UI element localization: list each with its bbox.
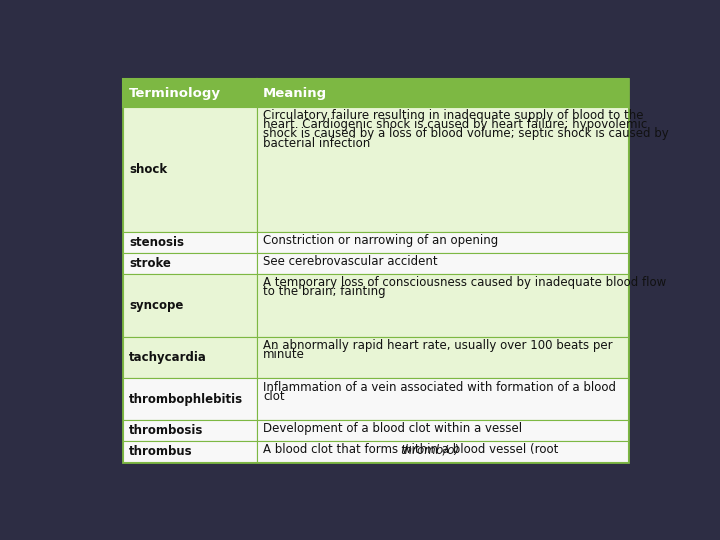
- Bar: [257, 336, 629, 379]
- Bar: [124, 420, 257, 441]
- Text: syncope: syncope: [129, 299, 184, 312]
- Text: clot: clot: [263, 390, 284, 403]
- Bar: [124, 232, 257, 253]
- Text: Development of a blood clot within a vessel: Development of a blood clot within a ves…: [263, 422, 522, 435]
- Bar: [124, 336, 257, 379]
- Text: thrombophlebitis: thrombophlebitis: [129, 393, 243, 406]
- Bar: [257, 253, 629, 274]
- Bar: [124, 379, 257, 420]
- Text: minute: minute: [263, 348, 305, 361]
- Bar: [257, 79, 629, 107]
- Text: stenosis: stenosis: [129, 236, 184, 249]
- Bar: [257, 232, 629, 253]
- Bar: [257, 379, 629, 420]
- Text: shock: shock: [129, 163, 167, 176]
- Text: heart. Cardiogenic shock is caused by heart failure; hypovolemic: heart. Cardiogenic shock is caused by he…: [263, 118, 647, 131]
- Text: Terminology: Terminology: [129, 86, 221, 99]
- Text: to the brain; fainting: to the brain; fainting: [263, 285, 385, 298]
- Text: thrombosis: thrombosis: [129, 424, 204, 437]
- Text: See cerebrovascular accident: See cerebrovascular accident: [263, 255, 438, 268]
- Bar: [124, 107, 257, 232]
- Text: A blood clot that forms within a blood vessel (root: A blood clot that forms within a blood v…: [263, 443, 562, 456]
- Text: thrombus: thrombus: [129, 445, 193, 458]
- Bar: [257, 107, 629, 232]
- Bar: [124, 79, 257, 107]
- Text: shock is caused by a loss of blood volume; septic shock is caused by: shock is caused by a loss of blood volum…: [263, 127, 669, 140]
- Text: tachycardia: tachycardia: [129, 351, 207, 364]
- Bar: [257, 274, 629, 336]
- Text: Circulatory failure resulting in inadequate supply of blood to the: Circulatory failure resulting in inadequ…: [263, 109, 644, 122]
- Bar: [124, 441, 257, 462]
- Text: stroke: stroke: [129, 257, 171, 270]
- Bar: [124, 253, 257, 274]
- Bar: [124, 274, 257, 336]
- Text: A temporary loss of consciousness caused by inadequate blood flow: A temporary loss of consciousness caused…: [263, 276, 666, 289]
- Text: Constriction or narrowing of an opening: Constriction or narrowing of an opening: [263, 234, 498, 247]
- Text: thromb/o): thromb/o): [401, 443, 460, 456]
- Text: An abnormally rapid heart rate, usually over 100 beats per: An abnormally rapid heart rate, usually …: [263, 339, 613, 352]
- Text: Inflammation of a vein associated with formation of a blood: Inflammation of a vein associated with f…: [263, 381, 616, 394]
- Bar: [257, 441, 629, 462]
- Text: Meaning: Meaning: [263, 86, 327, 99]
- Text: bacterial infection: bacterial infection: [263, 137, 370, 150]
- Bar: [257, 420, 629, 441]
